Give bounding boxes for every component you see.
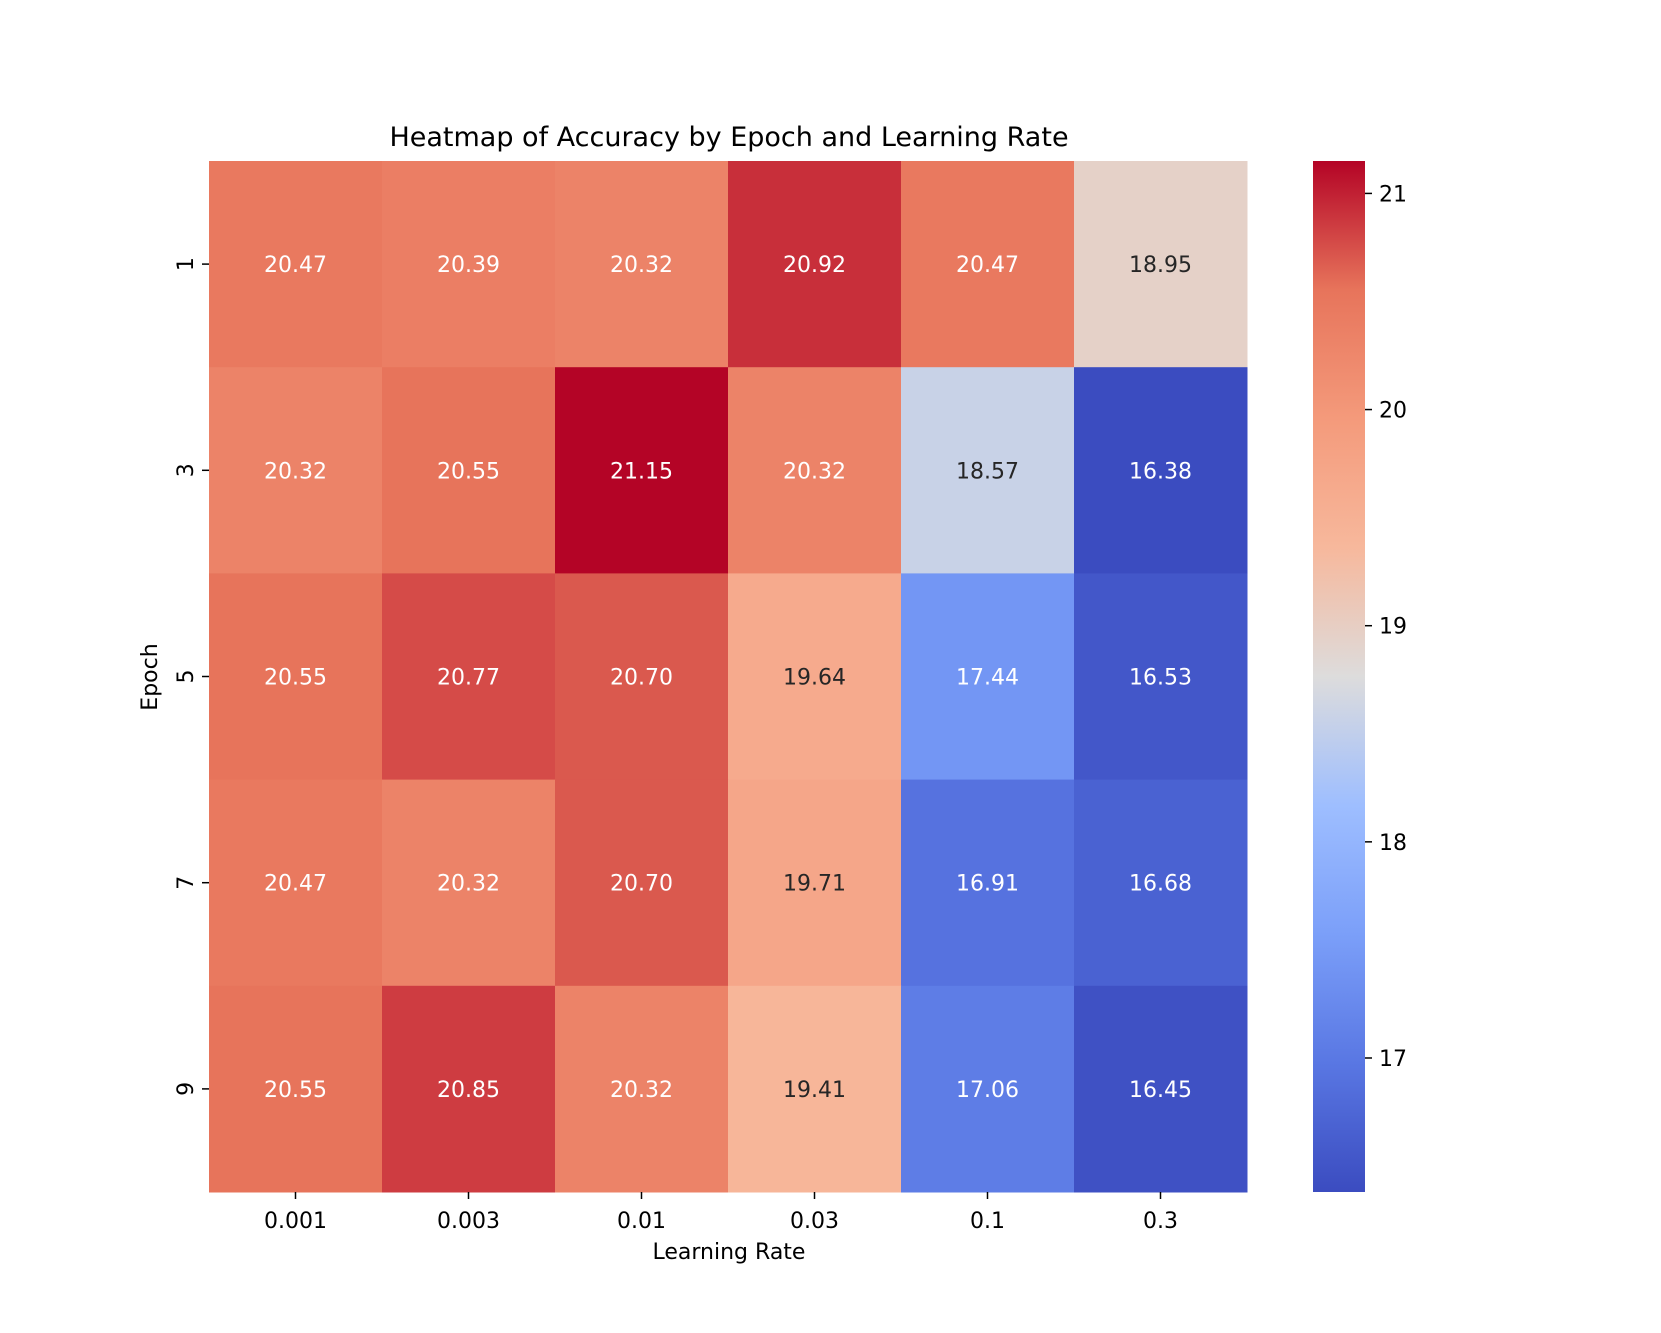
heatmap-cell bbox=[382, 161, 556, 368]
cell-value-label: 20.32 bbox=[783, 459, 846, 484]
cell-value-label: 20.55 bbox=[264, 1078, 327, 1103]
y-tick-label: 9 bbox=[174, 1082, 199, 1096]
cell-value-label: 20.55 bbox=[437, 459, 500, 484]
heatmap-cell bbox=[382, 573, 556, 781]
heatmap-cell bbox=[382, 779, 556, 987]
cell-value-label: 20.47 bbox=[264, 253, 327, 278]
heatmap-cell bbox=[1074, 161, 1248, 368]
cell-value-label: 16.91 bbox=[956, 872, 1019, 897]
heatmap-cell bbox=[209, 573, 383, 781]
cell-value-label: 20.32 bbox=[610, 1078, 673, 1103]
heatmap-cell bbox=[209, 161, 383, 368]
cell-value-label: 20.70 bbox=[610, 872, 673, 897]
x-axis-ticks: 0.001 0.003 0.01 0.03 0.1 0.3 bbox=[264, 1192, 1178, 1234]
cell-value-label: 20.92 bbox=[783, 253, 846, 278]
colorbar-tick-label: 19 bbox=[1379, 615, 1407, 640]
y-tick-label: 5 bbox=[174, 670, 199, 684]
y-tick-label: 1 bbox=[174, 257, 199, 271]
heatmap-cells bbox=[209, 161, 1248, 1193]
heatmap-cell bbox=[209, 985, 383, 1193]
colorbar-ticks: 17 18 19 20 21 bbox=[1365, 182, 1407, 1072]
heatmap-cell bbox=[1074, 985, 1248, 1193]
heatmap-cell bbox=[555, 161, 729, 368]
y-axis-ticks: 1 3 5 7 9 bbox=[174, 257, 209, 1096]
heatmap-cell-labels: 20.47 20.39 20.32 20.92 20.47 18.95 20.32 20.55… bbox=[264, 253, 1192, 1103]
heatmap-cell bbox=[901, 779, 1075, 987]
cell-value-label: 20.39 bbox=[437, 253, 500, 278]
heatmap-cell bbox=[728, 161, 902, 368]
heatmap-cell bbox=[901, 367, 1075, 574]
cell-value-label: 19.71 bbox=[783, 872, 846, 897]
x-tick-label: 0.003 bbox=[437, 1209, 500, 1234]
heatmap-cell bbox=[382, 367, 556, 574]
x-axis-label: Learning Rate bbox=[653, 1240, 806, 1265]
x-tick-label: 0.3 bbox=[1143, 1209, 1178, 1234]
heatmap-cell bbox=[901, 985, 1075, 1193]
heatmap-cell bbox=[728, 985, 902, 1193]
heatmap-cell bbox=[728, 573, 902, 781]
heatmap-cell bbox=[555, 573, 729, 781]
heatmap-cell bbox=[555, 985, 729, 1193]
cell-value-label: 18.57 bbox=[956, 459, 1019, 484]
colorbar bbox=[1313, 161, 1365, 1192]
heatmap-cell bbox=[728, 367, 902, 574]
cell-value-label: 20.47 bbox=[956, 253, 1019, 278]
cell-value-label: 20.32 bbox=[437, 872, 500, 897]
heatmap-cell bbox=[209, 367, 383, 574]
y-axis-label: Epoch bbox=[138, 643, 163, 710]
cell-value-label: 17.06 bbox=[956, 1078, 1019, 1103]
heatmap-cell bbox=[555, 367, 729, 574]
cell-value-label: 16.53 bbox=[1129, 666, 1192, 691]
heatmap-cell bbox=[1074, 779, 1248, 987]
cell-value-label: 20.55 bbox=[264, 666, 327, 691]
heatmap-cell bbox=[209, 779, 383, 987]
cell-value-label: 16.38 bbox=[1129, 459, 1192, 484]
heatmap-cell bbox=[901, 161, 1075, 368]
cell-value-label: 19.41 bbox=[783, 1078, 846, 1103]
colorbar-tick-label: 18 bbox=[1379, 831, 1407, 856]
cell-value-label: 18.95 bbox=[1129, 253, 1192, 278]
cell-value-label: 20.85 bbox=[437, 1078, 500, 1103]
cell-value-label: 20.77 bbox=[437, 666, 500, 691]
cell-value-label: 16.45 bbox=[1129, 1078, 1192, 1103]
x-tick-label: 0.1 bbox=[970, 1209, 1005, 1234]
heatmap-cell bbox=[1074, 573, 1248, 781]
cell-value-label: 20.32 bbox=[264, 459, 327, 484]
heatmap-cell bbox=[555, 779, 729, 987]
colorbar-tick-label: 21 bbox=[1379, 182, 1407, 207]
cell-value-label: 20.70 bbox=[610, 666, 673, 691]
y-tick-label: 7 bbox=[174, 876, 199, 890]
x-tick-label: 0.01 bbox=[617, 1209, 666, 1234]
x-tick-label: 0.03 bbox=[790, 1209, 839, 1234]
y-tick-label: 3 bbox=[174, 463, 199, 477]
colorbar-tick-label: 17 bbox=[1379, 1047, 1407, 1072]
heatmap-cell bbox=[382, 985, 556, 1193]
cell-value-label: 21.15 bbox=[610, 459, 673, 484]
heatmap-cell bbox=[1074, 367, 1248, 574]
cell-value-label: 19.64 bbox=[783, 666, 846, 691]
cell-value-label: 20.32 bbox=[610, 253, 673, 278]
cell-value-label: 17.44 bbox=[956, 666, 1019, 691]
chart-title: Heatmap of Accuracy by Epoch and Learnin… bbox=[389, 122, 1068, 153]
colorbar-tick-label: 20 bbox=[1379, 399, 1407, 424]
heatmap-cell bbox=[901, 573, 1075, 781]
cell-value-label: 20.47 bbox=[264, 872, 327, 897]
x-tick-label: 0.001 bbox=[264, 1209, 327, 1234]
cell-value-label: 16.68 bbox=[1129, 872, 1192, 897]
heatmap-cell bbox=[728, 779, 902, 987]
